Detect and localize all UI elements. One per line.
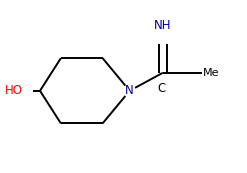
- Text: Me: Me: [203, 68, 220, 78]
- Text: HO: HO: [5, 84, 23, 97]
- Text: NH: NH: [154, 19, 172, 32]
- Text: C: C: [157, 82, 166, 95]
- Text: N: N: [125, 84, 134, 97]
